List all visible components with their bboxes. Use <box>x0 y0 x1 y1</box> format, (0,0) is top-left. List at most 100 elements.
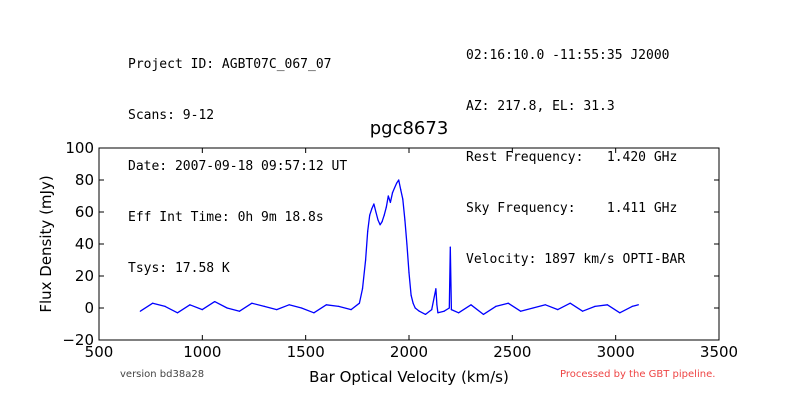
spectrum-point <box>164 305 166 307</box>
spectrum-point <box>396 182 398 184</box>
spectrum-point <box>424 313 427 315</box>
spectrum-point <box>431 309 433 311</box>
y-tick-label: 40 <box>75 235 94 253</box>
spectrum-point <box>544 304 547 306</box>
spectrum-point <box>449 246 451 248</box>
spectrum-point <box>385 206 387 208</box>
y-tick-label: 60 <box>75 203 94 221</box>
spectrum-point <box>400 189 402 191</box>
spectrum-point <box>410 294 412 296</box>
int-time-text: Eff Int Time: 0h 9m 18.8s <box>128 210 324 225</box>
observation-info-left: Project ID: AGBT07C_067_07 Scans: 9-12 D… <box>128 22 347 294</box>
spectrum-point <box>371 208 373 210</box>
spectrum-point <box>507 302 509 304</box>
x-tick-label: 3500 <box>700 343 738 361</box>
sky-frequency-text: Sky Frequency: 1.411 GHz <box>466 201 678 216</box>
spectrum-point <box>406 243 408 245</box>
spectrum-point <box>350 309 352 311</box>
spectrum-point <box>325 304 327 306</box>
observation-info-right: 02:16:10.0 -11:55:35 J2000 AZ: 217.8, EL… <box>466 13 685 285</box>
y-tick-label: 0 <box>84 299 94 317</box>
spectrum-point <box>520 310 522 312</box>
y-tick-label: 20 <box>75 267 94 285</box>
spectrum-point <box>448 307 450 309</box>
spectrum-point <box>557 309 559 311</box>
spectrum-point <box>389 201 391 203</box>
spectrum-point <box>404 219 406 221</box>
spectrum-point <box>383 214 385 216</box>
spectrum-point <box>139 310 141 312</box>
y-tick-label: 80 <box>75 171 94 189</box>
pipeline-credit-text: Processed by the GBT pipeline. <box>560 369 716 380</box>
project-id-text: Project ID: AGBT07C_067_07 <box>128 57 332 72</box>
spectrum-point <box>619 312 621 314</box>
spectrum-point <box>288 304 290 306</box>
rest-frequency-text: Rest Frequency: 1.420 GHz <box>466 150 678 165</box>
spectrum-point <box>375 211 377 213</box>
spectrum-point <box>238 310 241 312</box>
spectrum-point <box>276 309 278 311</box>
y-tick-label: 100 <box>65 139 94 157</box>
scans-text: Scans: 9-12 <box>128 108 215 123</box>
spectrum-point <box>373 203 375 205</box>
spectrum-point <box>437 312 439 314</box>
spectrum-point <box>495 305 497 307</box>
spectrum-point <box>398 179 400 181</box>
plot-frame <box>98 147 720 341</box>
spectrum-point <box>532 307 534 309</box>
spectrum-point <box>391 192 394 194</box>
spectrum-point <box>482 313 484 315</box>
spectrum-point <box>631 305 633 307</box>
spectrum-point <box>387 195 389 197</box>
x-tick-label: 2000 <box>390 343 428 361</box>
spectrum-point <box>358 302 360 304</box>
velocity-text: Velocity: 1897 km/s OPTI-BAR <box>466 252 686 267</box>
y-axis-label: Flux Density (mJy) <box>37 175 55 312</box>
spectrum-point <box>300 307 303 309</box>
x-tick-label: 500 <box>85 343 114 361</box>
date-text: Date: 2007-09-18 09:57:12 UT <box>128 159 348 174</box>
spectrum-point <box>443 310 445 312</box>
tsys-text: Tsys: 17.58 K <box>128 261 230 276</box>
x-tick-label: 1000 <box>183 343 221 361</box>
x-tick-label: 3000 <box>597 343 635 361</box>
spectrum-point <box>393 187 396 189</box>
spectrum-point <box>365 259 367 261</box>
spectrum-point <box>189 304 191 306</box>
spectrum-point <box>377 219 379 221</box>
spectrum-point <box>582 310 584 312</box>
spectrum-point <box>201 309 203 311</box>
spectrum-point <box>379 224 381 226</box>
spectrum-point <box>414 307 416 309</box>
x-tick-label: 2500 <box>493 343 531 361</box>
spectrum-point <box>458 312 460 314</box>
az-el-text: AZ: 217.8, EL: 31.3 <box>466 99 615 114</box>
spectrum-point <box>418 310 420 312</box>
spectrum-point <box>381 221 383 223</box>
spectrum-point <box>637 304 640 306</box>
spectrum-point <box>313 312 315 314</box>
spectrum-point <box>226 307 228 309</box>
spectrum-point <box>367 230 369 232</box>
chart-title: pgc8673 <box>370 118 449 139</box>
spectrum-point <box>251 302 253 304</box>
x-axis-label: Bar Optical Velocity (km/s) <box>309 368 509 386</box>
coordinates-text: 02:16:10.0 -11:55:35 J2000 <box>466 48 670 63</box>
spectrum-point <box>412 302 414 304</box>
spectrum-point <box>606 304 609 306</box>
spectrum-point <box>369 214 371 216</box>
spectrum-point <box>214 301 216 303</box>
spectrum-point <box>361 288 364 290</box>
version-text: version bd38a28 <box>120 369 205 380</box>
spectrum-point <box>569 302 571 304</box>
spectrum-point <box>470 304 472 306</box>
spectrum-point <box>176 312 179 314</box>
spectrum-point <box>408 272 410 274</box>
x-tick-label: 1500 <box>287 343 325 361</box>
spectrum-point <box>436 304 438 306</box>
spectrum-point <box>338 305 340 307</box>
spectrum-point <box>402 198 404 200</box>
spectrum-point <box>435 288 437 290</box>
spectrum-point <box>450 309 452 311</box>
spectrum-point <box>263 305 265 307</box>
